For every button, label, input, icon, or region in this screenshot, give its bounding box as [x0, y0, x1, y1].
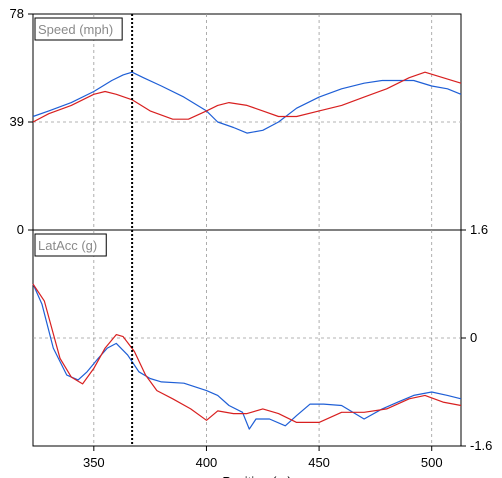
latacc-ytick-label: 1.6 — [470, 222, 488, 237]
speed-ytick-label: 39 — [10, 114, 24, 129]
x-axis-label: Position (m) — [222, 474, 291, 478]
latacc-title: LatAcc (g) — [38, 238, 97, 253]
speed-ytick-label: 0 — [17, 222, 24, 237]
latacc-ytick-label: -1.6 — [470, 438, 492, 453]
speed-title: Speed (mph) — [38, 22, 113, 37]
x-tick-label: 400 — [196, 455, 218, 470]
speed-series-red-line — [32, 71, 462, 123]
latacc-series-red-line — [32, 283, 462, 423]
latacc-title-box — [34, 233, 107, 257]
x-tick-label: 350 — [83, 455, 105, 470]
speed-panel: 0 39 78 Speed (mph) — [10, 6, 462, 237]
x-tick-label: 450 — [308, 455, 330, 470]
speed-series-blue-line — [32, 71, 462, 134]
latacc-panel: -1.6 0 1.6 LatAcc (g) — [32, 222, 492, 453]
speed-plot-area — [32, 13, 462, 231]
speed-title-box — [34, 17, 123, 41]
x-tick-label: 500 — [421, 455, 443, 470]
x-axis: 350 400 450 500 Position (m) — [83, 446, 443, 478]
latacc-ytick-label: 0 — [470, 330, 477, 345]
latacc-series-blue-line — [32, 283, 462, 430]
speed-ytick-label: 78 — [10, 6, 24, 21]
